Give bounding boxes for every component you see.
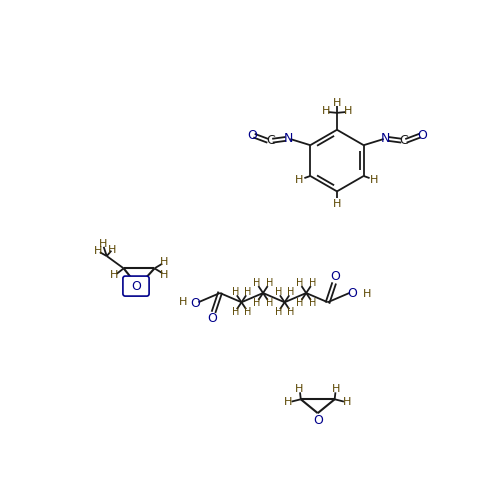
Text: H: H: [363, 289, 372, 299]
Text: H: H: [232, 287, 239, 297]
Text: H: H: [296, 278, 304, 288]
Text: H: H: [309, 298, 316, 308]
Text: N: N: [381, 132, 390, 145]
Text: H: H: [110, 270, 119, 280]
Text: H: H: [244, 287, 251, 297]
Text: H: H: [94, 246, 102, 257]
Text: H: H: [108, 245, 116, 255]
Text: H: H: [287, 287, 294, 297]
Text: O: O: [190, 296, 200, 309]
Text: H: H: [232, 307, 239, 318]
Text: H: H: [275, 307, 282, 318]
Text: H: H: [160, 257, 169, 267]
Text: O: O: [131, 280, 141, 293]
Text: H: H: [370, 175, 379, 185]
Text: H: H: [343, 397, 351, 407]
Text: H: H: [265, 298, 273, 308]
Text: O: O: [247, 129, 256, 142]
Text: H: H: [253, 278, 260, 288]
Text: H: H: [344, 106, 352, 116]
Text: H: H: [296, 298, 304, 308]
Text: O: O: [207, 312, 217, 325]
Text: H: H: [265, 278, 273, 288]
Text: C: C: [266, 134, 274, 147]
Text: H: H: [295, 175, 304, 185]
Text: H: H: [160, 270, 169, 280]
Text: C: C: [399, 134, 408, 147]
Text: O: O: [347, 286, 357, 299]
FancyBboxPatch shape: [123, 276, 149, 296]
Text: H: H: [309, 278, 316, 288]
Text: H: H: [284, 397, 292, 407]
Text: O: O: [417, 129, 427, 142]
Text: H: H: [332, 384, 340, 394]
Text: H: H: [244, 307, 251, 318]
Text: H: H: [322, 106, 330, 116]
Text: H: H: [275, 287, 282, 297]
Text: N: N: [284, 132, 293, 145]
Text: H: H: [253, 298, 260, 308]
Text: O: O: [330, 270, 340, 283]
Text: H: H: [333, 98, 341, 108]
Text: H: H: [179, 297, 188, 307]
Text: H: H: [287, 307, 294, 318]
Text: H: H: [99, 239, 107, 249]
Text: O: O: [313, 414, 323, 427]
Text: H: H: [295, 384, 303, 394]
Text: H: H: [333, 199, 341, 209]
